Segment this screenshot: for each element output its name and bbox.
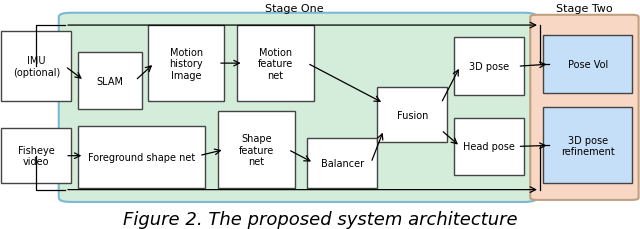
FancyBboxPatch shape: [148, 26, 225, 102]
FancyBboxPatch shape: [78, 126, 205, 188]
Text: Head pose: Head pose: [463, 142, 515, 152]
FancyBboxPatch shape: [454, 118, 524, 175]
Text: 3D pose: 3D pose: [469, 62, 509, 72]
FancyBboxPatch shape: [307, 139, 378, 188]
Text: Fusion: Fusion: [397, 110, 428, 120]
FancyBboxPatch shape: [78, 53, 141, 110]
Text: 3D pose
refinement: 3D pose refinement: [561, 135, 614, 156]
Text: Foreground shape net: Foreground shape net: [88, 152, 195, 162]
FancyBboxPatch shape: [218, 112, 294, 188]
FancyBboxPatch shape: [59, 14, 537, 202]
FancyBboxPatch shape: [237, 26, 314, 102]
Text: Stage One: Stage One: [265, 4, 324, 14]
Text: Motion
history
Image: Motion history Image: [170, 47, 203, 80]
Text: Fisheye
video: Fisheye video: [18, 145, 55, 167]
FancyBboxPatch shape: [378, 87, 447, 143]
Text: Motion
feature
net: Motion feature net: [258, 47, 293, 80]
FancyBboxPatch shape: [531, 16, 639, 200]
FancyBboxPatch shape: [543, 108, 632, 184]
Text: Shape
feature
net: Shape feature net: [239, 133, 274, 166]
Text: Pose Vol: Pose Vol: [568, 60, 608, 70]
FancyBboxPatch shape: [454, 38, 524, 95]
Text: SLAM: SLAM: [96, 76, 124, 86]
Text: Figure 2. The proposed system architecture: Figure 2. The proposed system architectu…: [123, 210, 517, 228]
Text: IMU
(optional): IMU (optional): [13, 56, 60, 78]
FancyBboxPatch shape: [543, 36, 632, 93]
FancyBboxPatch shape: [1, 128, 72, 184]
Text: Balancer: Balancer: [321, 158, 364, 168]
Text: Stage Two: Stage Two: [556, 4, 612, 14]
FancyBboxPatch shape: [1, 32, 72, 102]
